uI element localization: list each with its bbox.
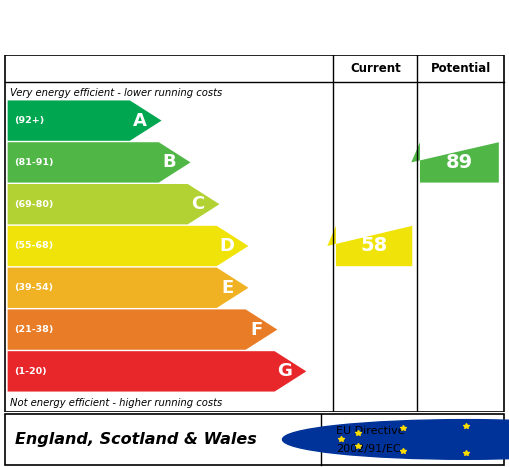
- Text: A: A: [133, 112, 147, 130]
- Polygon shape: [411, 142, 499, 183]
- Text: EU Directive: EU Directive: [336, 426, 405, 436]
- Text: Not energy efficient - higher running costs: Not energy efficient - higher running co…: [10, 398, 222, 408]
- Text: Very energy efficient - lower running costs: Very energy efficient - lower running co…: [10, 88, 222, 98]
- Text: (81-91): (81-91): [14, 158, 53, 167]
- Text: (1-20): (1-20): [14, 367, 46, 376]
- Polygon shape: [8, 100, 161, 141]
- Polygon shape: [327, 226, 412, 266]
- Text: (39-54): (39-54): [14, 283, 53, 292]
- Text: Energy Efficiency Rating: Energy Efficiency Rating: [15, 15, 341, 40]
- Polygon shape: [8, 184, 219, 224]
- Text: E: E: [221, 279, 233, 297]
- Polygon shape: [8, 351, 306, 391]
- Text: G: G: [277, 362, 293, 381]
- Text: Potential: Potential: [431, 62, 491, 75]
- Text: 89: 89: [446, 153, 473, 172]
- Polygon shape: [8, 268, 248, 308]
- Text: (69-80): (69-80): [14, 200, 53, 209]
- Text: Current: Current: [350, 62, 401, 75]
- Text: D: D: [219, 237, 235, 255]
- Text: England, Scotland & Wales: England, Scotland & Wales: [15, 432, 257, 447]
- Polygon shape: [8, 310, 277, 350]
- Text: B: B: [162, 153, 176, 171]
- Circle shape: [282, 420, 509, 459]
- Polygon shape: [8, 142, 190, 183]
- Text: F: F: [250, 320, 262, 339]
- Text: (55-68): (55-68): [14, 241, 53, 250]
- Text: 58: 58: [360, 236, 388, 255]
- Text: (92+): (92+): [14, 116, 44, 125]
- Text: 2002/91/EC: 2002/91/EC: [336, 445, 401, 454]
- Text: (21-38): (21-38): [14, 325, 53, 334]
- Polygon shape: [8, 226, 248, 266]
- Text: C: C: [191, 195, 205, 213]
